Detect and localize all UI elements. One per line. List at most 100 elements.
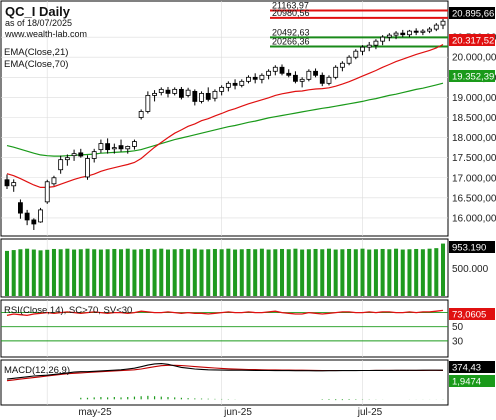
price-tick-label: 19.000,00 <box>452 93 496 104</box>
volume-bar <box>18 249 23 296</box>
volume-bar <box>105 249 110 296</box>
candle-body <box>38 209 43 223</box>
volume-bar <box>427 248 432 296</box>
volume-bar <box>360 248 365 296</box>
volume-bar <box>400 249 405 296</box>
candle-body <box>279 66 285 74</box>
last-price-value: 20.895,66 <box>452 9 494 20</box>
candle-body <box>51 177 57 185</box>
candle-body <box>259 74 265 80</box>
macd-panel <box>0 359 449 406</box>
candle-body <box>306 70 312 80</box>
candle-body <box>427 28 432 32</box>
candle-body <box>205 92 211 100</box>
candle-body <box>18 202 23 214</box>
candle-body <box>98 143 104 151</box>
volume-bar <box>239 249 244 296</box>
volume-bar <box>347 248 352 296</box>
volume-bar <box>78 249 83 296</box>
rsi-line <box>6 309 444 317</box>
candle-body <box>225 82 231 88</box>
ema21-badge: 20.317,52 <box>449 34 495 47</box>
x-tick-label: jun-25 <box>223 407 252 418</box>
price-tick-label: 16.500,00 <box>452 193 496 204</box>
candle-body <box>192 90 198 102</box>
volume-bar <box>414 248 419 296</box>
rsi-tick-label: 30 <box>452 336 464 347</box>
level-label: 20266,36 <box>272 37 310 47</box>
candle-body <box>319 74 325 84</box>
x-axis: may-25 jun-25 jul-25 <box>78 407 382 418</box>
volume-bar <box>293 248 298 296</box>
price-panel <box>0 0 449 237</box>
volume-bar <box>112 248 117 296</box>
volume-bar <box>373 249 378 296</box>
macd-title: MACD(12,26,9) <box>4 365 70 376</box>
x-tick-label: may-25 <box>78 407 112 418</box>
candle-body <box>433 24 439 30</box>
volume-bar <box>367 249 372 296</box>
volume-badge: 953.190 <box>449 241 495 254</box>
ema70-badge: 19.352,39 <box>449 70 495 83</box>
candle-body <box>71 153 77 157</box>
volume-bar <box>259 248 264 296</box>
volume-bar <box>320 249 325 296</box>
candle-body <box>440 20 446 26</box>
candle-body <box>239 80 245 86</box>
candle-body <box>118 145 124 150</box>
ema21-line <box>6 43 444 188</box>
candle-body <box>232 82 238 86</box>
candle-body <box>105 143 111 151</box>
volume-bar <box>434 248 439 296</box>
candle-body <box>132 141 137 147</box>
candle-body <box>64 157 70 161</box>
candlestick-series <box>4 19 446 230</box>
volume-bar <box>92 249 97 296</box>
volume-tick-label: 500.000 <box>452 264 489 275</box>
volume-bar <box>253 249 258 296</box>
macd-badge: 374,43 <box>449 361 495 374</box>
candle-body <box>346 56 352 64</box>
candle-body <box>333 66 339 78</box>
candle-body <box>85 158 90 178</box>
level-label: 20980,56 <box>272 8 310 18</box>
histogram-badge: 1,9474 <box>449 375 495 388</box>
volume-bar <box>51 248 56 296</box>
volume-bar <box>119 249 124 296</box>
volume-bar <box>159 248 164 296</box>
candle-body <box>246 76 251 82</box>
rsi-value: 73,0605 <box>452 310 486 321</box>
volume-bar <box>199 249 204 296</box>
volume-series <box>4 243 446 296</box>
legend-ema70: EMA(Close,70) <box>4 59 68 70</box>
volume-value: 953.190 <box>452 243 486 254</box>
volume-bar <box>219 249 224 296</box>
price-tick-label: 16.000,00 <box>452 213 496 224</box>
candle-body <box>386 34 392 38</box>
volume-bar <box>300 249 305 296</box>
volume-bar <box>266 249 271 296</box>
ema21-value: 20.317,52 <box>452 36 494 47</box>
volume-bar <box>85 248 90 296</box>
candle-body <box>91 151 97 159</box>
volume-bar <box>65 248 70 296</box>
candle-body <box>172 88 178 94</box>
ema70-value: 19.352,39 <box>452 72 494 83</box>
candle-body <box>366 44 372 48</box>
candle-body <box>407 30 412 36</box>
rsi-panel <box>0 299 449 358</box>
candle-body <box>11 182 17 187</box>
volume-bar <box>387 249 392 296</box>
price-tick-label: 18.000,00 <box>452 133 496 144</box>
volume-bar <box>165 249 170 296</box>
volume-bar <box>172 249 177 296</box>
rsi-tick-label: 50 <box>452 322 464 333</box>
volume-bar <box>333 249 338 296</box>
candle-body <box>158 88 164 93</box>
volume-bar <box>407 249 412 296</box>
candle-body <box>339 62 345 68</box>
volume-bar <box>286 249 291 296</box>
candle-body <box>272 66 278 72</box>
candle-body <box>78 152 84 157</box>
